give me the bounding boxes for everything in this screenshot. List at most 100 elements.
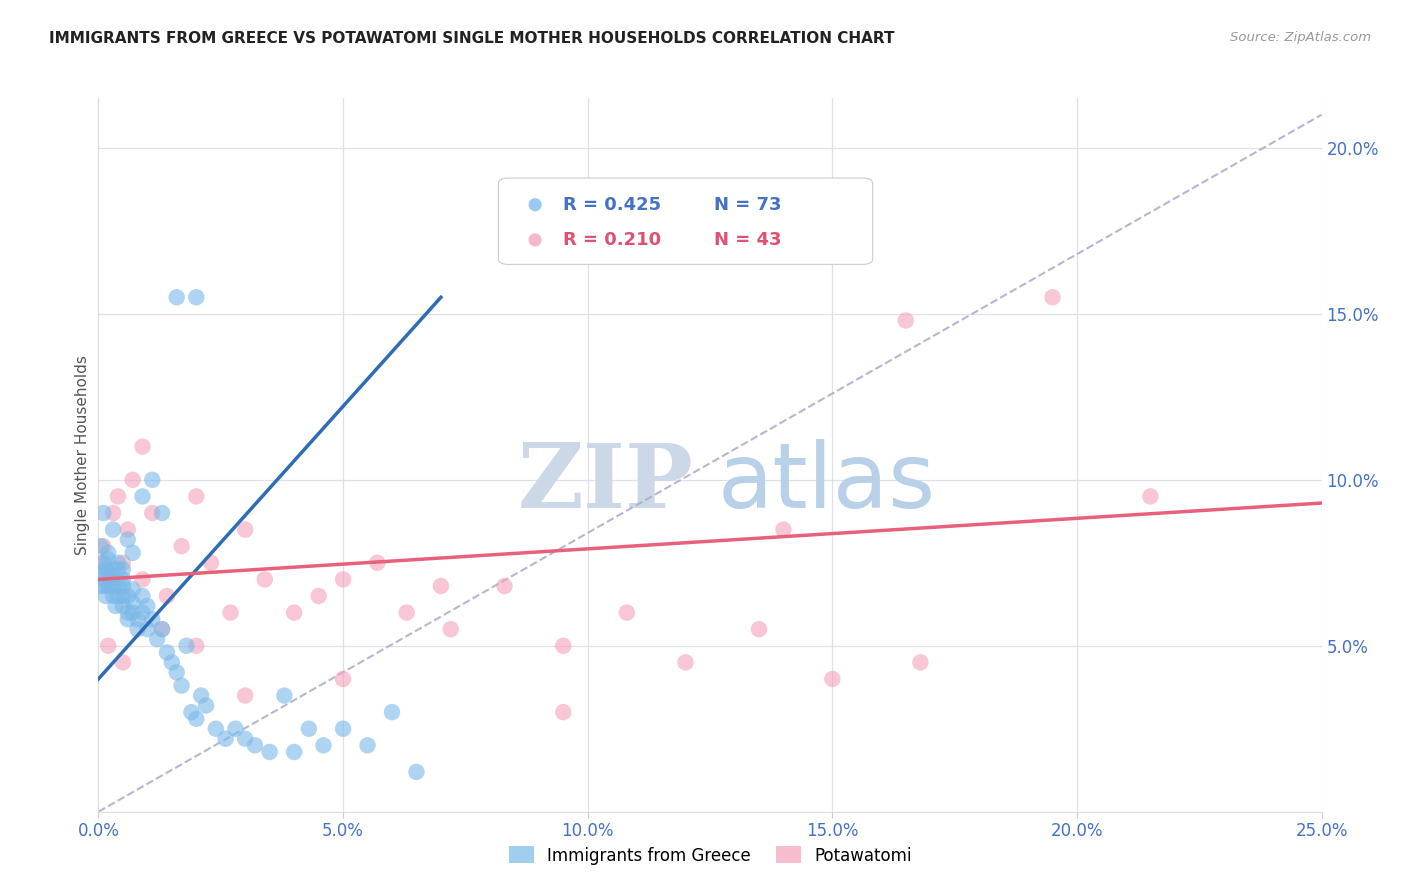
Point	[186, 712, 208, 726]
Point	[553, 705, 575, 719]
Point	[117, 589, 139, 603]
Point	[233, 523, 256, 537]
Point	[312, 739, 335, 753]
Point	[170, 539, 193, 553]
Text: N = 43: N = 43	[714, 231, 782, 249]
Point	[440, 622, 463, 636]
Point	[233, 689, 256, 703]
Text: Source: ZipAtlas.com: Source: ZipAtlas.com	[1230, 31, 1371, 45]
Point	[219, 606, 242, 620]
Point	[298, 722, 321, 736]
Point	[104, 599, 127, 613]
FancyBboxPatch shape	[498, 178, 873, 264]
Point	[180, 705, 202, 719]
Point	[283, 745, 305, 759]
Point	[111, 656, 134, 670]
Point	[253, 573, 276, 587]
Point	[283, 606, 305, 620]
Point	[121, 582, 143, 597]
Point	[111, 589, 134, 603]
Point	[190, 689, 212, 703]
Point	[101, 562, 124, 576]
Point	[494, 579, 516, 593]
Point	[90, 539, 112, 553]
Point	[121, 546, 143, 560]
Point	[121, 606, 143, 620]
Point	[107, 562, 129, 576]
Text: ZIP: ZIP	[519, 440, 695, 527]
Point	[150, 622, 173, 636]
Point	[356, 739, 378, 753]
Point	[259, 745, 281, 759]
Text: IMMIGRANTS FROM GREECE VS POTAWATOMI SINGLE MOTHER HOUSEHOLDS CORRELATION CHART: IMMIGRANTS FROM GREECE VS POTAWATOMI SIN…	[49, 31, 894, 46]
Point	[97, 546, 120, 560]
Point	[366, 556, 388, 570]
Point	[111, 562, 134, 576]
Point	[166, 290, 188, 304]
Point	[121, 596, 143, 610]
Point	[224, 722, 246, 736]
Point	[121, 473, 143, 487]
Point	[107, 556, 129, 570]
Point	[381, 705, 404, 719]
Point	[146, 632, 169, 647]
Point	[97, 579, 120, 593]
Point	[186, 490, 208, 504]
Point	[395, 606, 418, 620]
Point	[200, 556, 222, 570]
Point	[894, 313, 917, 327]
Point	[100, 573, 122, 587]
Point	[90, 556, 112, 570]
Point	[205, 722, 228, 736]
Point	[97, 639, 120, 653]
Point	[332, 672, 354, 686]
Point	[97, 552, 120, 566]
Point	[101, 523, 124, 537]
Point	[156, 589, 179, 603]
Point	[101, 589, 124, 603]
Text: R = 0.425: R = 0.425	[564, 195, 661, 214]
Point	[131, 589, 153, 603]
Point	[332, 573, 354, 587]
Point	[273, 689, 295, 703]
Point	[91, 556, 114, 570]
Point	[117, 612, 139, 626]
Point	[821, 672, 844, 686]
Point	[111, 599, 134, 613]
Point	[553, 639, 575, 653]
Point	[117, 523, 139, 537]
Point	[141, 506, 163, 520]
Y-axis label: Single Mother Households: Single Mother Households	[75, 355, 90, 555]
Point	[170, 679, 193, 693]
Point	[131, 440, 153, 454]
Point	[141, 473, 163, 487]
Point	[136, 599, 159, 613]
Point	[910, 656, 932, 670]
Point	[90, 579, 112, 593]
Point	[117, 533, 139, 547]
Point	[1139, 490, 1161, 504]
Point	[107, 579, 129, 593]
Point	[332, 722, 354, 736]
Point	[150, 622, 173, 636]
Point	[107, 589, 129, 603]
Point	[176, 639, 198, 653]
Point	[91, 539, 114, 553]
Point	[94, 589, 117, 603]
Point	[117, 606, 139, 620]
Point	[97, 566, 120, 580]
Legend: Immigrants from Greece, Potawatomi: Immigrants from Greece, Potawatomi	[502, 839, 918, 871]
Point	[91, 573, 114, 587]
Point	[1042, 290, 1064, 304]
Point	[195, 698, 218, 713]
Point	[91, 506, 114, 520]
Point	[430, 579, 453, 593]
Point	[127, 622, 149, 636]
Point	[308, 589, 330, 603]
Point	[186, 639, 208, 653]
Point	[136, 622, 159, 636]
Point	[243, 739, 266, 753]
Point	[156, 645, 179, 659]
Point	[186, 290, 208, 304]
Point	[748, 622, 770, 636]
